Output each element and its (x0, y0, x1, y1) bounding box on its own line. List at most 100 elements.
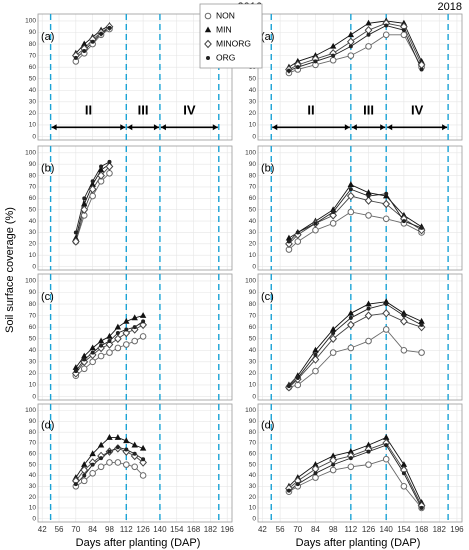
x-tick-label: 112 (344, 525, 357, 534)
y-tick-label: 20 (29, 241, 37, 248)
marker (294, 238, 302, 245)
marker (295, 230, 300, 235)
x-tick-label: 98 (105, 525, 114, 534)
marker (365, 300, 372, 307)
y-tick-label: 70 (29, 52, 37, 59)
marker (81, 40, 88, 47)
marker (106, 434, 113, 440)
y-tick-label: 30 (249, 99, 257, 106)
marker (90, 39, 95, 44)
marker (286, 68, 291, 73)
y-tick-label: 50 (249, 75, 257, 82)
x-tick-label: 154 (170, 525, 184, 534)
marker (286, 488, 291, 493)
marker (365, 19, 372, 26)
x-tick-label: 84 (88, 525, 97, 534)
marker (347, 31, 355, 38)
panel-label: (b) (41, 163, 54, 175)
marker (384, 443, 389, 448)
panel-border (37, 13, 233, 141)
legend-label: ORG (216, 52, 235, 62)
y-tick-label: 100 (245, 278, 256, 285)
x-tick-label: 70 (293, 525, 302, 534)
panel-border (257, 403, 463, 523)
y-tick-label: 0 (32, 515, 36, 522)
marker (383, 434, 390, 440)
marker (114, 459, 122, 466)
marker (295, 65, 300, 70)
panel-label: (c) (41, 291, 54, 303)
marker (285, 234, 293, 241)
marker (82, 196, 87, 201)
marker (105, 340, 114, 349)
marker (382, 199, 391, 209)
x-tick-label: 168 (187, 525, 201, 534)
phase-label: III (363, 103, 374, 118)
marker (139, 320, 147, 330)
y-tick-label: 90 (249, 418, 257, 425)
marker (131, 314, 138, 321)
y-tick-label: 100 (25, 150, 36, 157)
marker (97, 352, 105, 360)
marker (383, 298, 390, 305)
marker (348, 187, 353, 192)
x-tick-label: 56 (55, 525, 64, 534)
x-tick-label: 98 (329, 525, 338, 534)
marker (365, 212, 372, 219)
y-tick-label: 30 (249, 229, 257, 236)
y-tick-label: 20 (29, 494, 37, 501)
y-tick-label: 100 (25, 407, 36, 414)
x-tick-label: 182 (433, 525, 447, 534)
marker (114, 323, 122, 330)
y-tick-label: 50 (29, 335, 37, 342)
marker (88, 184, 97, 194)
y-tick-label: 60 (29, 195, 37, 202)
marker (366, 194, 371, 199)
legend-marker (204, 39, 212, 49)
marker (347, 208, 355, 216)
marker (139, 472, 147, 479)
marker (401, 313, 406, 318)
marker (417, 225, 426, 235)
marker (80, 357, 89, 367)
marker (347, 448, 355, 454)
marker (419, 505, 424, 510)
y-tick-label: 30 (249, 483, 257, 490)
marker (81, 461, 88, 467)
y-tick-label: 60 (249, 451, 257, 458)
marker (131, 337, 138, 345)
marker (99, 343, 104, 348)
marker (122, 447, 131, 456)
marker (97, 166, 105, 173)
marker (132, 451, 137, 456)
marker (348, 315, 353, 320)
marker (400, 317, 408, 326)
marker (419, 225, 424, 230)
marker (141, 319, 146, 324)
marker (114, 334, 122, 343)
y-tick-label: 10 (29, 505, 37, 512)
x-tick-label: 42 (38, 525, 47, 534)
marker (124, 447, 129, 452)
panel-border (37, 273, 233, 401)
y-tick-label: 50 (249, 206, 257, 213)
marker (331, 53, 336, 58)
y-tick-label: 40 (29, 87, 37, 94)
marker (81, 200, 88, 207)
marker (295, 482, 300, 487)
x-tick-label: 168 (415, 525, 429, 534)
marker (347, 463, 355, 471)
marker (286, 384, 291, 389)
marker (106, 170, 113, 177)
marker (89, 344, 96, 351)
marker (123, 437, 130, 444)
y-tick-label: 0 (32, 393, 36, 400)
column-title: 2018 (438, 1, 462, 13)
y-tick-label: 70 (29, 440, 37, 447)
marker (329, 452, 337, 459)
marker (99, 456, 104, 461)
y-tick-label: 20 (29, 110, 37, 117)
y-tick-label: 20 (249, 370, 257, 377)
y-tick-label: 50 (249, 335, 257, 342)
y-tick-label: 0 (252, 515, 256, 522)
